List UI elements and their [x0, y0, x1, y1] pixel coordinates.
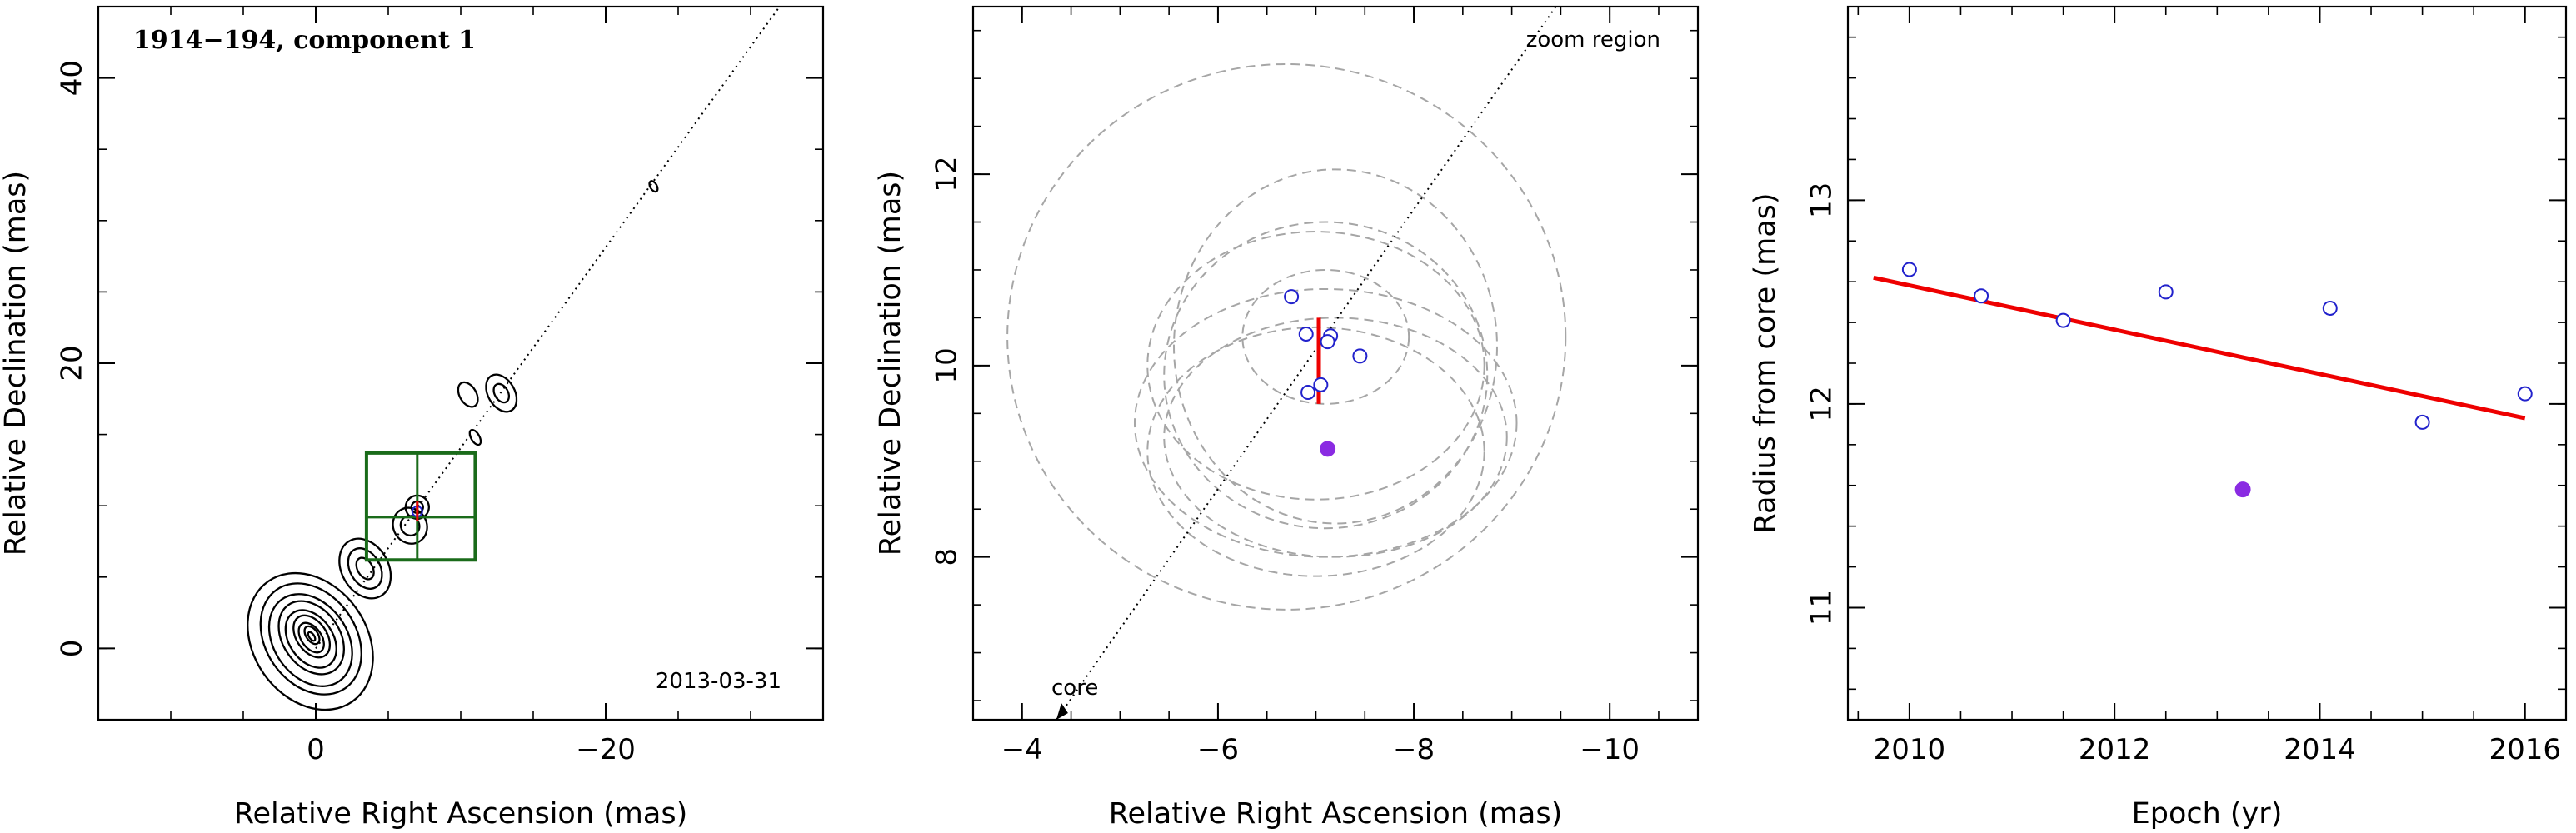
data-point [2517, 386, 2533, 402]
x-axis-label: Relative Right Ascension (mas) [234, 797, 687, 831]
contour [284, 609, 337, 669]
data-point [1974, 288, 1989, 304]
contour [292, 614, 332, 659]
zoom-region-label: zoom region [1526, 27, 1660, 52]
data-point [1901, 262, 1917, 277]
x-tick-label: 2010 [1874, 733, 1946, 766]
y-tick-label: 12 [931, 156, 964, 192]
contour [457, 381, 479, 408]
core-arrow [1056, 703, 1068, 720]
data-point [1284, 289, 1300, 305]
contour [267, 593, 353, 687]
data-point-filled [2234, 481, 2251, 498]
panel-map: 0 −20 0 20 40 Relative Right Ascension (mas) R… [0, 5, 825, 831]
x-axis-label: Epoch (yr) [2132, 797, 2283, 831]
x-tick-label: 2012 [2079, 733, 2151, 766]
contour [468, 428, 482, 446]
data-point [2055, 312, 2071, 328]
beam-ellipse [1133, 287, 1518, 558]
data-point [1320, 334, 1335, 350]
trajectory-line [1056, 6, 1557, 721]
y-tick-label: 13 [1805, 182, 1839, 218]
panel-radius: 2010 2012 2014 2016 11 12 13 Epoch (yr) Radius f… [1749, 5, 2568, 831]
x-tick-label: 2016 [2489, 733, 2561, 766]
x-tick-label: 2014 [2284, 733, 2356, 766]
data-point [1298, 326, 1314, 342]
y-tick-label: 11 [1805, 590, 1839, 626]
y-axis-label: Relative Declination (mas) [0, 171, 32, 556]
trajectory-line [315, 6, 781, 649]
contour-map [247, 180, 659, 711]
y-axis-label: Radius from core (mas) [1749, 192, 1782, 533]
panel-zoom: −4 −6 −8 −10 8 10 12 Relative Right Ascension (… [874, 5, 1700, 831]
contour [307, 631, 317, 642]
y-tick-label: 20 [56, 345, 89, 381]
x-tick-label: −8 [1393, 733, 1435, 766]
beam-ellipse [1146, 326, 1485, 577]
y-tick-label: 0 [56, 640, 89, 658]
x-tick-label: 0 [307, 733, 325, 766]
contour [648, 180, 659, 193]
data-point [2414, 414, 2430, 430]
x-tick-label: −6 [1197, 733, 1239, 766]
zoom-box [364, 451, 477, 562]
contour [277, 600, 345, 676]
x-tick-label: −10 [1580, 733, 1640, 766]
data-point [2158, 284, 2174, 300]
x-tick-label: −4 [1001, 733, 1043, 766]
chart-title: 1914−194, component 1 [133, 26, 476, 55]
x-axis-label: Relative Right Ascension (mas) [1109, 797, 1562, 831]
contour [259, 582, 362, 696]
plot-frame [1846, 5, 2568, 721]
data-point-filled [1320, 441, 1336, 457]
contour [485, 373, 518, 413]
beam-ellipse [1146, 231, 1485, 501]
plot-frame [971, 5, 1700, 721]
beam-ellipse [1163, 221, 1489, 530]
contour [355, 556, 375, 581]
x-tick-label: −20 [576, 733, 636, 766]
plot-frame [97, 5, 825, 721]
fit-line [1873, 275, 2526, 421]
y-axis-label: Relative Declination (mas) [874, 171, 907, 556]
contour [247, 571, 374, 711]
y-tick-label: 12 [1805, 386, 1839, 421]
y-tick-label: 40 [56, 60, 89, 96]
data-point [1313, 377, 1329, 392]
epoch-annotation: 2013-03-31 [656, 669, 781, 694]
contour [338, 537, 392, 600]
beam-ellipse [1006, 62, 1567, 611]
contour [392, 506, 428, 545]
data-point [2322, 300, 2338, 316]
beam-ellipse [1173, 168, 1498, 525]
core-label: core [1051, 676, 1098, 701]
beam-ellipse [1241, 268, 1410, 405]
contour [297, 621, 325, 654]
data-point [1352, 348, 1368, 364]
contour [303, 625, 321, 646]
contour [492, 382, 511, 404]
y-tick-label: 10 [931, 347, 964, 383]
beam-ellipse [1163, 317, 1508, 558]
y-tick-label: 8 [931, 548, 964, 566]
data-point [1300, 385, 1316, 401]
